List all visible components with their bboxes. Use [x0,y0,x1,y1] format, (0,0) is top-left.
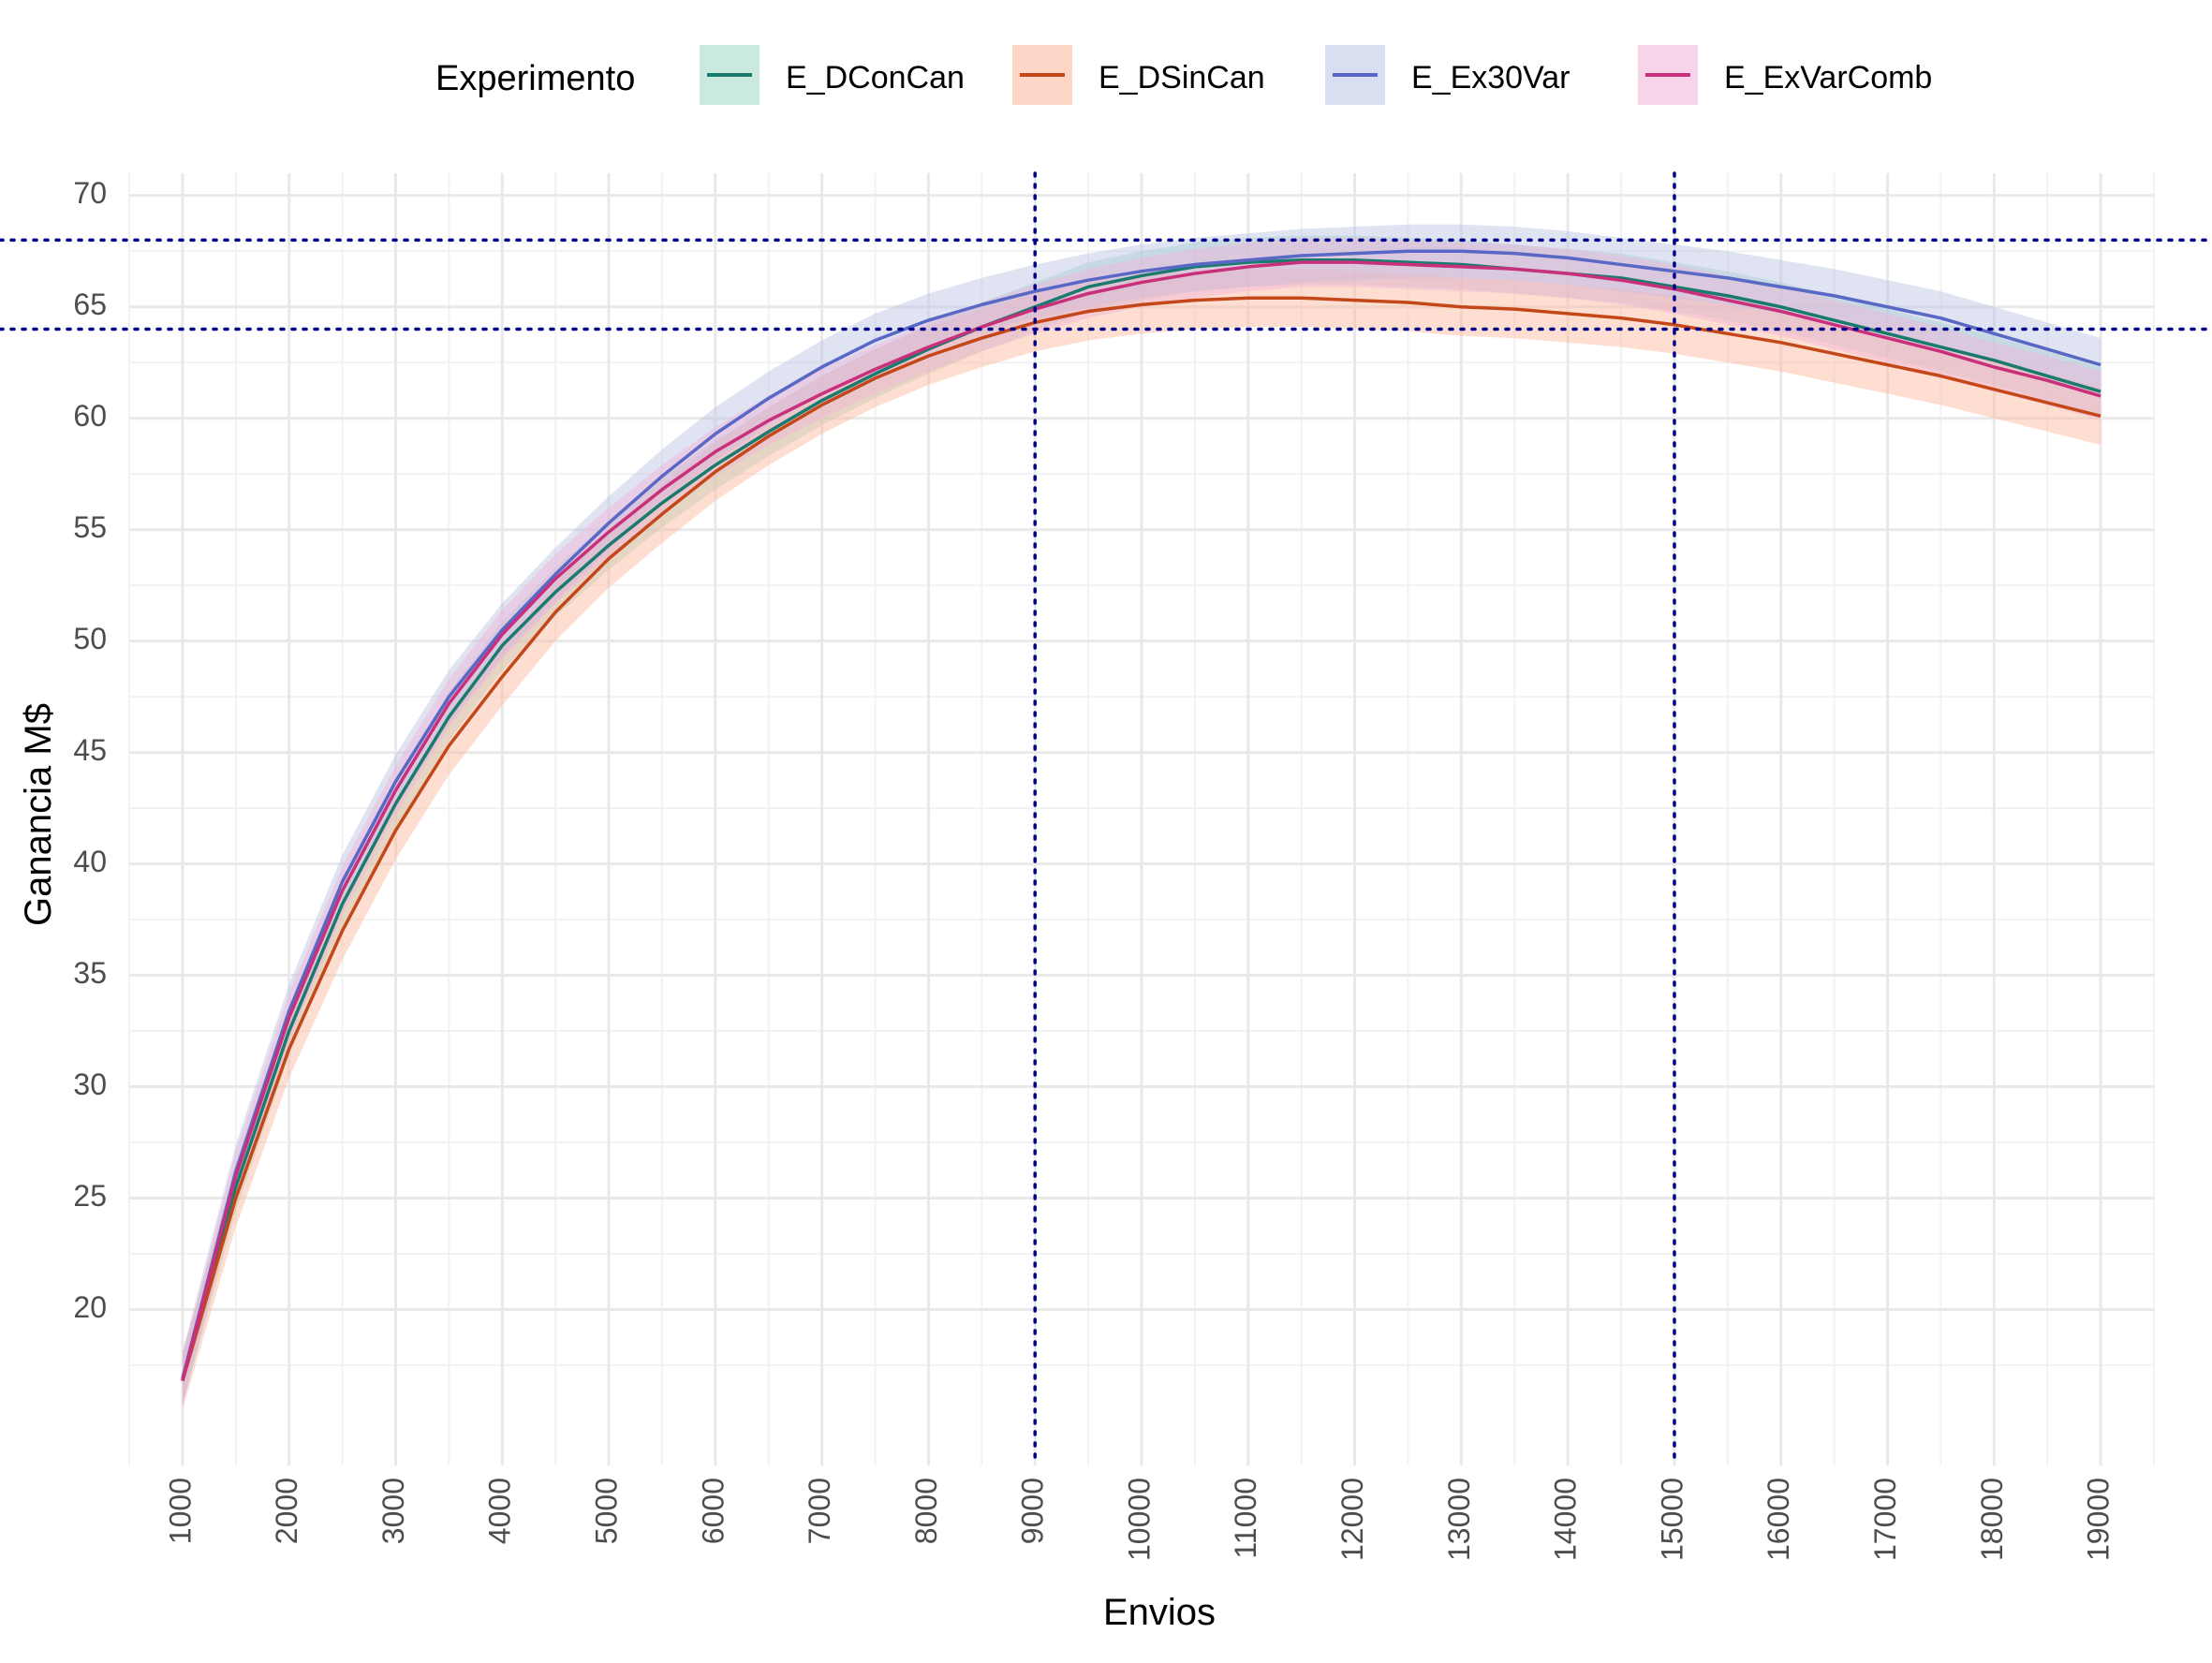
x-tick-label: 14000 [1549,1478,1583,1561]
series-band-E_ExVarComb [182,238,2101,1405]
y-tick-label: 35 [73,956,107,990]
x-tick-label: 6000 [696,1478,730,1544]
x-tick-label: 15000 [1655,1478,1688,1561]
legend-title: Experimento [435,59,635,98]
y-tick-label: 70 [73,176,107,210]
x-tick-label: 12000 [1335,1478,1369,1561]
x-axis-title: Envios [1103,1592,1216,1633]
y-tick-label: 30 [73,1067,107,1101]
y-tick-label: 25 [73,1179,107,1213]
x-tick-label: 7000 [803,1478,836,1544]
legend-label-E_Ex30Var: E_Ex30Var [1411,60,1570,96]
x-tick-label: 10000 [1122,1478,1156,1561]
legend-label-E_DConCan: E_DConCan [786,60,965,96]
y-axis-title: Ganancia M$ [18,703,59,926]
series-line-E_DConCan [181,258,2101,1382]
x-tick-label: 1000 [163,1478,197,1544]
y-tick-label: 60 [73,399,107,433]
legend-label-E_DSinCan: E_DSinCan [1099,60,1265,96]
x-tick-label: 17000 [1868,1478,1902,1561]
x-tick-label: 11000 [1229,1478,1262,1559]
y-tick-label: 40 [73,845,107,878]
x-tick-label: 4000 [483,1478,517,1544]
y-tick-label: 50 [73,622,107,655]
x-tick-label: 13000 [1442,1478,1476,1561]
legend: Experimento E_DConCan E_DSinCan E_Ex30Var E… [435,45,1932,105]
x-tick-label: 5000 [590,1478,624,1544]
series-line-E_Ex30Var [181,249,2101,1379]
legend-label-E_ExVarComb: E_ExVarComb [1724,60,1932,96]
y-tick-label: 45 [73,733,107,767]
series-line-E_DSinCan [181,296,2101,1382]
y-tick-label: 55 [73,510,107,544]
x-tick-label: 9000 [1016,1478,1050,1544]
x-tick-label: 2000 [270,1478,303,1544]
series-band-E_DConCan [182,235,2101,1405]
x-tick-label: 8000 [909,1478,943,1544]
series-line-E_ExVarComb [181,260,2101,1382]
plot-area: 1000 2000 3000 4000 5000 6000 7000 8000 9000 1000… [0,171,2212,1561]
x-tick-label: 16000 [1762,1478,1795,1561]
x-tick-label: 18000 [1975,1478,2009,1561]
y-tick-label: 65 [73,287,107,321]
x-tick-label: 19000 [2082,1478,2116,1561]
x-tick-label: 3000 [376,1478,410,1544]
y-tick-label: 20 [73,1290,107,1324]
series-band-E_DSinCan [182,269,2101,1410]
